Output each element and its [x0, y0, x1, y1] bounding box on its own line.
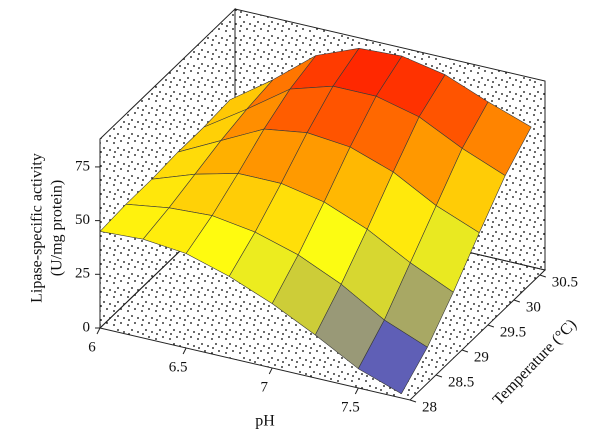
y-tick-label: 28	[422, 399, 437, 415]
z-axis-title: (U/mg protein)	[49, 180, 66, 276]
x-tick	[354, 387, 359, 395]
y-tick	[513, 299, 521, 303]
x-tick	[96, 327, 101, 335]
x-tick-label: 7.5	[341, 399, 360, 415]
x-tick-label: 6.5	[169, 359, 188, 375]
surface-patch	[357, 319, 428, 395]
y-tick	[409, 399, 417, 403]
x-tick	[268, 367, 273, 375]
x-tick	[182, 347, 187, 355]
x-tick-label: 7	[260, 379, 268, 395]
y-tick-label: 29	[474, 349, 489, 365]
y-tick	[539, 274, 546, 278]
y-tick-label: 30	[526, 299, 541, 315]
y-tick-label: 30.5	[552, 274, 578, 290]
z-tick-label: 50	[75, 212, 90, 228]
y-tick-label: 29.5	[500, 324, 526, 340]
y-tick	[461, 349, 469, 353]
z-tick-label: 0	[83, 319, 91, 335]
x-tick-label: 6	[88, 339, 96, 355]
y-tick	[435, 374, 443, 378]
z-tick-label: 75	[75, 158, 90, 174]
x-axis-title: pH	[255, 413, 275, 430]
surface	[99, 47, 532, 395]
y-tick-label: 28.5	[448, 374, 474, 390]
z-tick-label: 25	[75, 266, 90, 282]
z-axis-title: Lipase-specific activity	[29, 153, 46, 303]
y-tick	[487, 324, 495, 328]
